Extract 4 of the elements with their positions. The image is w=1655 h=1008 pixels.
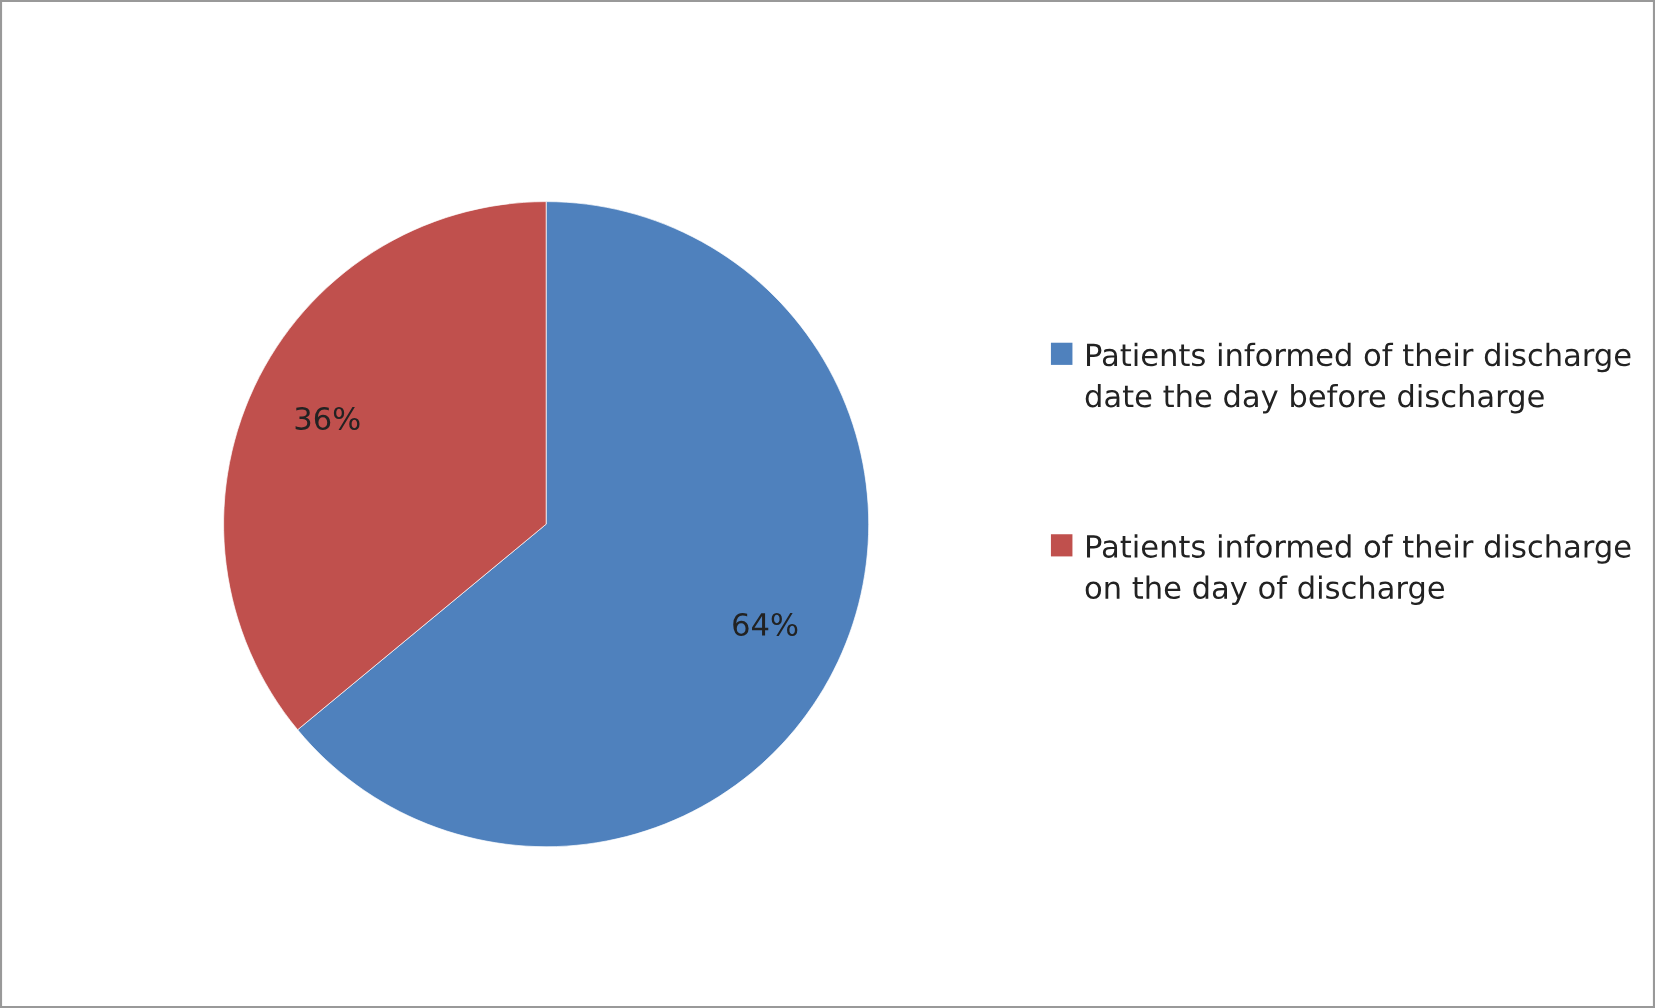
legend-label: Patients informed of their discharge on the day of discharge bbox=[1085, 534, 1631, 605]
data-label: 36% bbox=[295, 406, 360, 431]
legend-label: Patients informed of their discharge date the day before discharge bbox=[1085, 342, 1631, 414]
data-label: 64% bbox=[733, 612, 798, 637]
